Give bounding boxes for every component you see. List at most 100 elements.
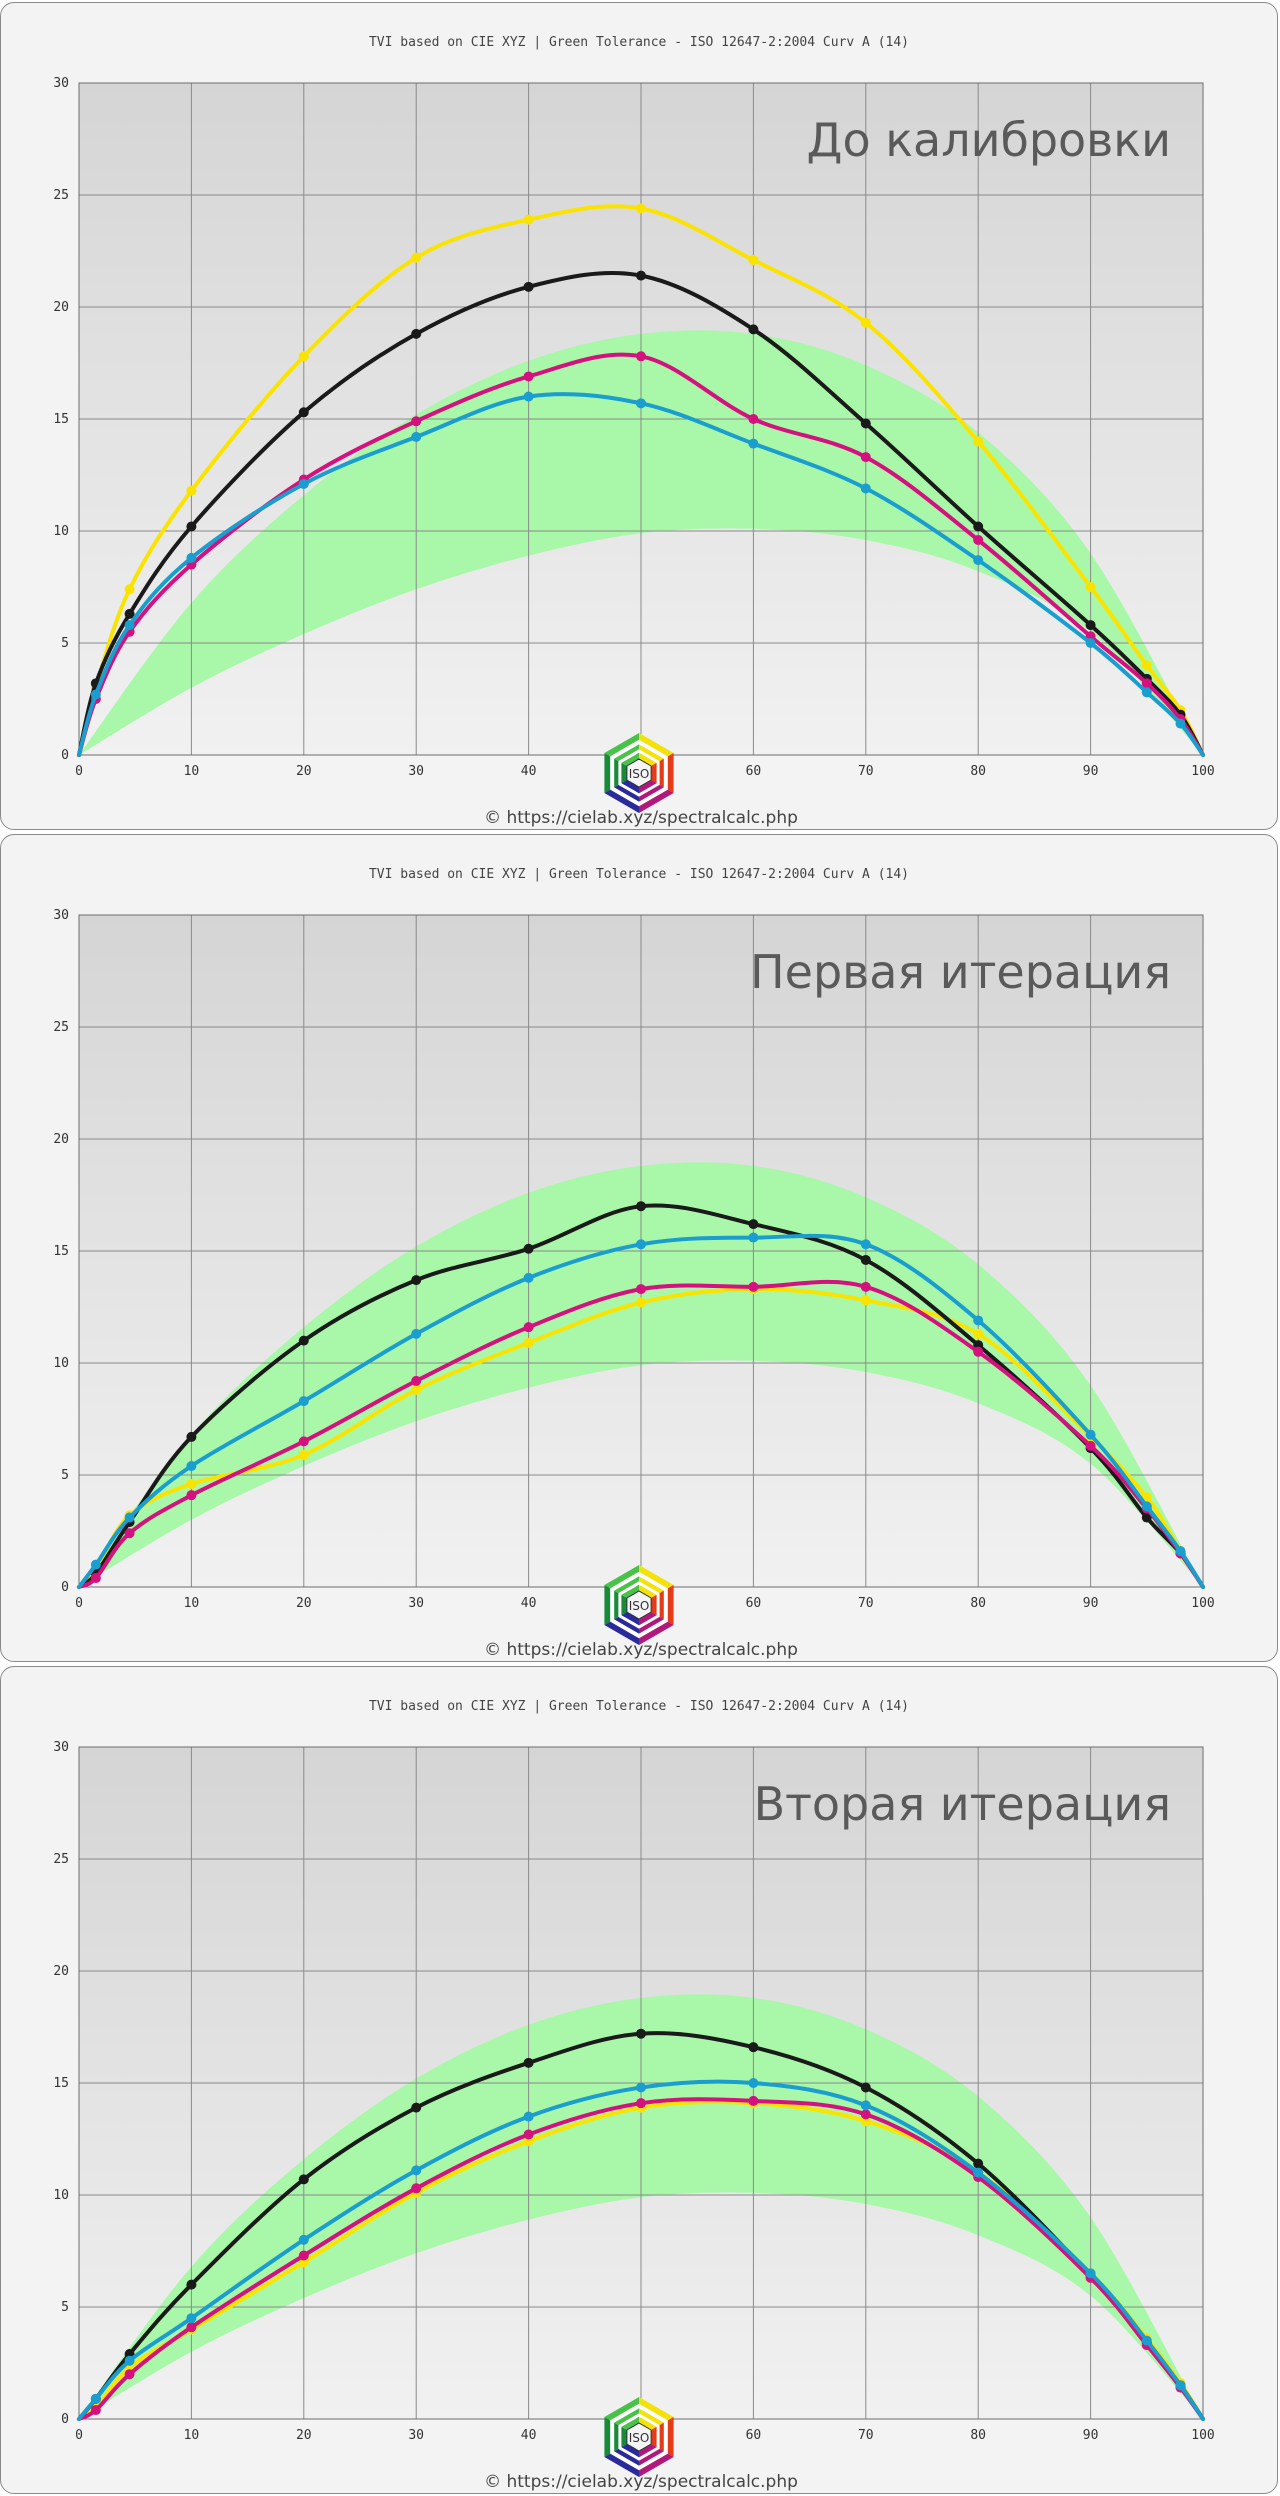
data-point — [90, 2405, 101, 2416]
data-point — [860, 452, 871, 463]
data-point — [298, 351, 309, 362]
data-point — [411, 328, 422, 339]
iso-hexagon-logo-icon: ISO — [604, 1565, 674, 1645]
y-tick-label: 15 — [53, 1244, 69, 1259]
x-tick-label: 10 — [184, 1596, 200, 1611]
data-point — [973, 1315, 984, 1326]
data-point — [860, 2082, 871, 2093]
x-tick-label: 70 — [858, 2428, 874, 2443]
data-point — [748, 2078, 759, 2088]
chart-panel-3: TVI based on CIE XYZ | Green Tolerance -… — [0, 1666, 1278, 2494]
data-point — [636, 1201, 646, 1212]
x-tick-label: 80 — [970, 764, 986, 779]
x-tick-label: 30 — [408, 764, 424, 779]
credit-text: © https://cielab.xyz/spectralcalc.php — [484, 1640, 798, 1660]
y-tick-label: 0 — [61, 748, 69, 763]
data-point — [298, 1449, 309, 1460]
data-point — [124, 584, 135, 595]
x-tick-label: 0 — [75, 2428, 83, 2443]
y-tick-label: 0 — [61, 1580, 69, 1595]
data-point — [90, 1559, 101, 1570]
x-tick-label: 10 — [184, 764, 200, 779]
data-point — [860, 2109, 871, 2120]
x-tick-label: 40 — [521, 764, 537, 779]
data-point — [124, 2355, 135, 2366]
y-tick-label: 20 — [53, 1132, 69, 1147]
data-point — [523, 371, 534, 382]
data-point — [411, 416, 422, 427]
data-point — [748, 1281, 759, 1292]
annotation-label: До калибровки — [807, 113, 1171, 167]
data-point — [124, 1512, 135, 1523]
logo-text: ISO — [629, 767, 650, 781]
data-point — [186, 2313, 197, 2324]
x-tick-label: 60 — [746, 1596, 762, 1611]
data-point — [1085, 620, 1096, 631]
data-point — [636, 2028, 646, 2039]
x-tick-label: 80 — [970, 2428, 986, 2443]
data-point — [748, 1219, 759, 1230]
x-tick-label: 60 — [746, 2428, 762, 2443]
y-tick-label: 20 — [53, 300, 69, 315]
y-tick-label: 20 — [53, 1964, 69, 1979]
data-point — [636, 270, 646, 281]
data-point — [90, 1573, 101, 1584]
iso-hexagon-logo-icon: ISO — [604, 2397, 674, 2477]
data-point — [1141, 1512, 1152, 1523]
data-point — [411, 1375, 422, 1386]
y-tick-label: 30 — [53, 908, 69, 923]
x-tick-label: 80 — [970, 1596, 986, 1611]
data-point — [186, 1478, 197, 1489]
data-point — [1085, 582, 1096, 592]
data-point — [298, 2234, 309, 2245]
data-point — [298, 1436, 309, 1447]
data-point — [636, 1239, 646, 1250]
credit-text: © https://cielab.xyz/spectralcalc.php — [484, 808, 798, 828]
data-point — [523, 214, 534, 225]
data-point — [298, 1396, 309, 1407]
data-point — [636, 1284, 646, 1295]
y-tick-label: 5 — [61, 636, 69, 651]
data-point — [186, 485, 197, 496]
y-tick-label: 0 — [61, 2412, 69, 2427]
data-point — [1141, 1501, 1152, 1512]
data-point — [1175, 2380, 1186, 2391]
data-point — [124, 608, 135, 619]
y-tick-label: 30 — [53, 76, 69, 91]
data-point — [973, 436, 984, 447]
data-point — [186, 1461, 197, 1472]
data-point — [973, 2167, 984, 2178]
data-point — [748, 2095, 759, 2106]
data-point — [860, 317, 871, 328]
data-point — [411, 431, 422, 442]
data-point — [636, 351, 646, 362]
data-point — [748, 414, 759, 424]
y-tick-label: 25 — [53, 1020, 69, 1035]
data-point — [860, 2100, 871, 2111]
x-tick-label: 100 — [1191, 1596, 1214, 1611]
x-tick-label: 20 — [296, 764, 312, 779]
data-point — [186, 552, 197, 563]
data-point — [411, 2183, 422, 2194]
data-point — [636, 1297, 646, 1308]
data-point — [1175, 718, 1186, 729]
data-point — [1085, 1429, 1096, 1440]
y-tick-label: 10 — [53, 2188, 69, 2203]
x-tick-label: 70 — [858, 1596, 874, 1611]
x-tick-label: 90 — [1083, 764, 1099, 779]
data-point — [973, 534, 984, 545]
data-point — [124, 620, 135, 631]
data-point — [411, 2102, 422, 2113]
data-point — [523, 2129, 534, 2140]
data-point — [298, 2250, 309, 2261]
x-tick-label: 0 — [75, 764, 83, 779]
data-point — [860, 483, 871, 494]
annotation-label: Вторая итерация — [754, 1777, 1171, 1831]
data-point — [748, 1232, 759, 1243]
data-point — [523, 1337, 534, 1348]
data-point — [1141, 660, 1152, 671]
data-point — [186, 2322, 197, 2333]
tolerance-band — [79, 1994, 1203, 2419]
tvi-chart-1: TVI based on CIE XYZ | Green Tolerance -… — [53, 35, 1214, 828]
chart-panel-2: TVI based on CIE XYZ | Green Tolerance -… — [0, 834, 1278, 1662]
